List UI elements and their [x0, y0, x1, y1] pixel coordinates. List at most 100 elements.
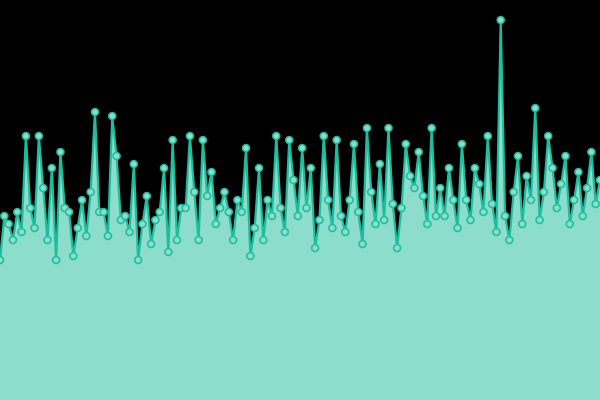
data-point-marker: [77, 195, 87, 205]
data-point-marker: [362, 123, 372, 133]
data-point-marker: [466, 215, 475, 225]
data-point-marker: [423, 219, 432, 229]
data-point-marker: [306, 163, 316, 173]
data-point-marker: [181, 203, 190, 213]
data-point-marker: [319, 131, 329, 141]
series-area-fill: [0, 20, 600, 400]
data-point-marker: [328, 223, 337, 233]
data-point-marker: [0, 211, 9, 221]
data-point-marker: [582, 183, 592, 193]
data-point-marker: [51, 255, 61, 265]
data-point-marker: [99, 207, 108, 217]
data-point-marker: [427, 123, 436, 133]
data-point-marker: [189, 187, 199, 197]
data-point-marker: [86, 187, 95, 197]
data-point-marker: [509, 187, 518, 197]
data-point-marker: [492, 227, 501, 237]
data-point-marker: [487, 199, 497, 209]
data-point-marker: [142, 191, 152, 201]
data-point-marker: [220, 187, 229, 197]
data-point-marker: [267, 211, 277, 221]
data-point-marker: [241, 143, 251, 153]
data-point-marker: [125, 227, 134, 237]
data-point-marker: [345, 195, 354, 205]
data-point-marker: [4, 219, 13, 229]
data-point-marker: [440, 211, 449, 221]
data-point-marker: [69, 251, 78, 261]
data-point-marker: [435, 183, 445, 193]
data-point-marker: [556, 179, 566, 189]
data-point-marker: [64, 207, 74, 217]
data-point-marker: [129, 159, 139, 169]
data-point-marker: [470, 163, 480, 173]
data-point-marker: [548, 163, 557, 173]
data-point-marker: [539, 187, 549, 197]
data-point-marker: [207, 167, 216, 177]
data-point-marker: [474, 179, 484, 189]
data-point-marker: [112, 151, 121, 161]
data-point-marker: [30, 223, 39, 233]
data-point-marker: [138, 219, 147, 229]
data-point-marker: [414, 147, 424, 157]
data-point-marker: [289, 175, 298, 185]
data-point-marker: [276, 203, 285, 213]
data-point-marker: [505, 235, 514, 245]
data-point-marker: [73, 223, 82, 233]
data-point-marker: [280, 227, 290, 237]
data-point-marker: [56, 147, 65, 157]
data-point-marker: [375, 159, 385, 169]
data-point-marker: [401, 139, 411, 149]
data-point-marker: [224, 207, 234, 217]
data-point-marker: [457, 139, 467, 149]
data-point-marker: [517, 219, 527, 229]
data-point-marker: [21, 131, 31, 141]
data-point-marker: [90, 107, 100, 117]
data-point-marker: [120, 211, 130, 221]
data-point-marker: [444, 163, 454, 173]
data-point-marker: [483, 131, 493, 141]
data-point-marker: [107, 111, 117, 121]
data-point-marker: [310, 243, 320, 253]
data-point-marker: [159, 163, 169, 173]
data-point-marker: [535, 215, 544, 225]
data-point-marker: [233, 195, 242, 205]
data-point-marker: [461, 195, 471, 205]
data-point-marker: [103, 231, 113, 241]
data-point-marker: [237, 207, 247, 217]
data-point-marker: [526, 195, 536, 205]
data-point-marker: [522, 171, 531, 181]
data-point-marker: [155, 207, 165, 217]
data-point-marker: [410, 183, 419, 193]
data-point-marker: [332, 135, 341, 145]
data-point-marker: [448, 195, 458, 205]
data-point-marker: [591, 199, 600, 209]
data-point-marker: [151, 215, 160, 225]
data-point-marker: [34, 131, 44, 141]
data-point-marker: [341, 227, 350, 237]
data-point-marker: [388, 199, 398, 209]
data-point-marker: [47, 163, 57, 173]
data-point-marker: [552, 203, 562, 213]
data-point-marker: [392, 243, 402, 253]
data-point-marker: [12, 207, 22, 217]
data-point-marker: [8, 235, 18, 245]
data-point-marker: [358, 239, 367, 249]
data-point-marker: [500, 211, 510, 221]
data-point-marker: [578, 211, 588, 221]
data-point-marker: [271, 131, 281, 141]
data-point-marker: [513, 151, 523, 161]
data-point-marker: [496, 15, 506, 25]
data-point-marker: [384, 123, 393, 133]
data-point-marker: [418, 191, 428, 201]
data-point-marker: [246, 251, 255, 261]
data-point-marker: [397, 203, 406, 213]
series-markers: [0, 15, 600, 265]
data-point-marker: [405, 171, 415, 181]
data-point-marker: [254, 163, 264, 173]
data-point-marker: [366, 187, 376, 197]
data-point-marker: [185, 131, 195, 141]
data-point-marker: [43, 235, 52, 245]
data-point-marker: [172, 235, 182, 245]
